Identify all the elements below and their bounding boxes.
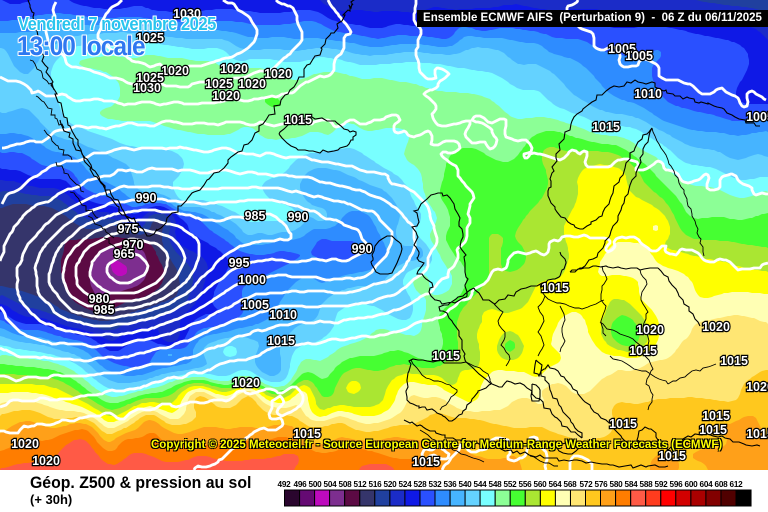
svg-text:1005: 1005: [608, 42, 636, 56]
svg-text:1030: 1030: [173, 7, 201, 21]
svg-text:1020: 1020: [746, 380, 768, 394]
svg-text:1030: 1030: [133, 81, 161, 95]
svg-text:1015: 1015: [702, 409, 730, 423]
svg-text:560: 560: [533, 480, 547, 489]
svg-text:580: 580: [609, 480, 623, 489]
svg-text:1015: 1015: [629, 344, 657, 358]
svg-text:985: 985: [245, 209, 266, 223]
svg-text:1020: 1020: [161, 64, 189, 78]
svg-text:1005: 1005: [625, 49, 653, 63]
svg-text:1025: 1025: [205, 77, 233, 91]
svg-text:548: 548: [488, 480, 502, 489]
svg-text:1015: 1015: [609, 417, 637, 431]
svg-text:604: 604: [699, 480, 713, 489]
svg-text:516: 516: [368, 480, 382, 489]
svg-text:612: 612: [729, 480, 743, 489]
svg-text:1015: 1015: [699, 423, 727, 437]
svg-text:1015: 1015: [267, 334, 295, 348]
svg-text:568: 568: [563, 480, 577, 489]
svg-text:508: 508: [338, 480, 352, 489]
svg-text:1020: 1020: [702, 320, 730, 334]
svg-text:572: 572: [579, 480, 593, 489]
svg-text:596: 596: [669, 480, 683, 489]
svg-text:970: 970: [123, 238, 144, 252]
svg-text:592: 592: [654, 480, 668, 489]
svg-text:588: 588: [639, 480, 653, 489]
svg-text:1015: 1015: [432, 349, 460, 363]
svg-text:520: 520: [383, 480, 397, 489]
svg-text:1015: 1015: [658, 449, 686, 463]
svg-text:1020: 1020: [220, 62, 248, 76]
svg-text:1015: 1015: [720, 354, 748, 368]
svg-text:1020: 1020: [212, 89, 240, 103]
svg-text:1000: 1000: [238, 273, 266, 287]
svg-text:1015: 1015: [746, 427, 768, 441]
svg-text:504: 504: [323, 480, 337, 489]
svg-text:1020: 1020: [232, 376, 260, 390]
svg-text:985: 985: [94, 303, 115, 317]
svg-text:552: 552: [503, 480, 517, 489]
svg-text:1010: 1010: [269, 308, 297, 322]
svg-text:1020: 1020: [32, 454, 60, 468]
svg-text:608: 608: [714, 480, 728, 489]
svg-text:540: 540: [458, 480, 472, 489]
svg-text:576: 576: [594, 480, 608, 489]
svg-text:544: 544: [473, 480, 487, 489]
svg-text:1020: 1020: [264, 67, 292, 81]
svg-text:556: 556: [518, 480, 532, 489]
svg-text:980: 980: [89, 292, 110, 306]
svg-text:1005: 1005: [746, 110, 768, 124]
svg-text:1025: 1025: [136, 71, 164, 85]
svg-text:496: 496: [293, 480, 307, 489]
svg-text:1020: 1020: [11, 437, 39, 451]
svg-text:1020: 1020: [238, 77, 266, 91]
svg-text:1015: 1015: [412, 455, 440, 469]
svg-text:524: 524: [398, 480, 412, 489]
svg-text:1020: 1020: [636, 323, 664, 337]
svg-text:975: 975: [118, 222, 139, 236]
svg-text:1015: 1015: [592, 120, 620, 134]
svg-text:990: 990: [136, 191, 157, 205]
svg-text:1025: 1025: [136, 31, 164, 45]
svg-text:492: 492: [277, 480, 291, 489]
svg-text:990: 990: [352, 242, 373, 256]
svg-text:500: 500: [308, 480, 322, 489]
svg-text:536: 536: [443, 480, 457, 489]
svg-text:1005: 1005: [241, 298, 269, 312]
svg-text:584: 584: [624, 480, 638, 489]
svg-text:1010: 1010: [634, 87, 662, 101]
svg-text:995: 995: [229, 256, 250, 270]
svg-text:600: 600: [684, 480, 698, 489]
svg-text:1015: 1015: [541, 281, 569, 295]
svg-text:532: 532: [428, 480, 442, 489]
svg-text:1015: 1015: [293, 427, 321, 441]
svg-text:564: 564: [548, 480, 562, 489]
svg-text:965: 965: [114, 247, 135, 261]
svg-text:528: 528: [413, 480, 427, 489]
svg-text:1015: 1015: [284, 113, 312, 127]
svg-text:990: 990: [288, 210, 309, 224]
svg-text:512: 512: [353, 480, 367, 489]
